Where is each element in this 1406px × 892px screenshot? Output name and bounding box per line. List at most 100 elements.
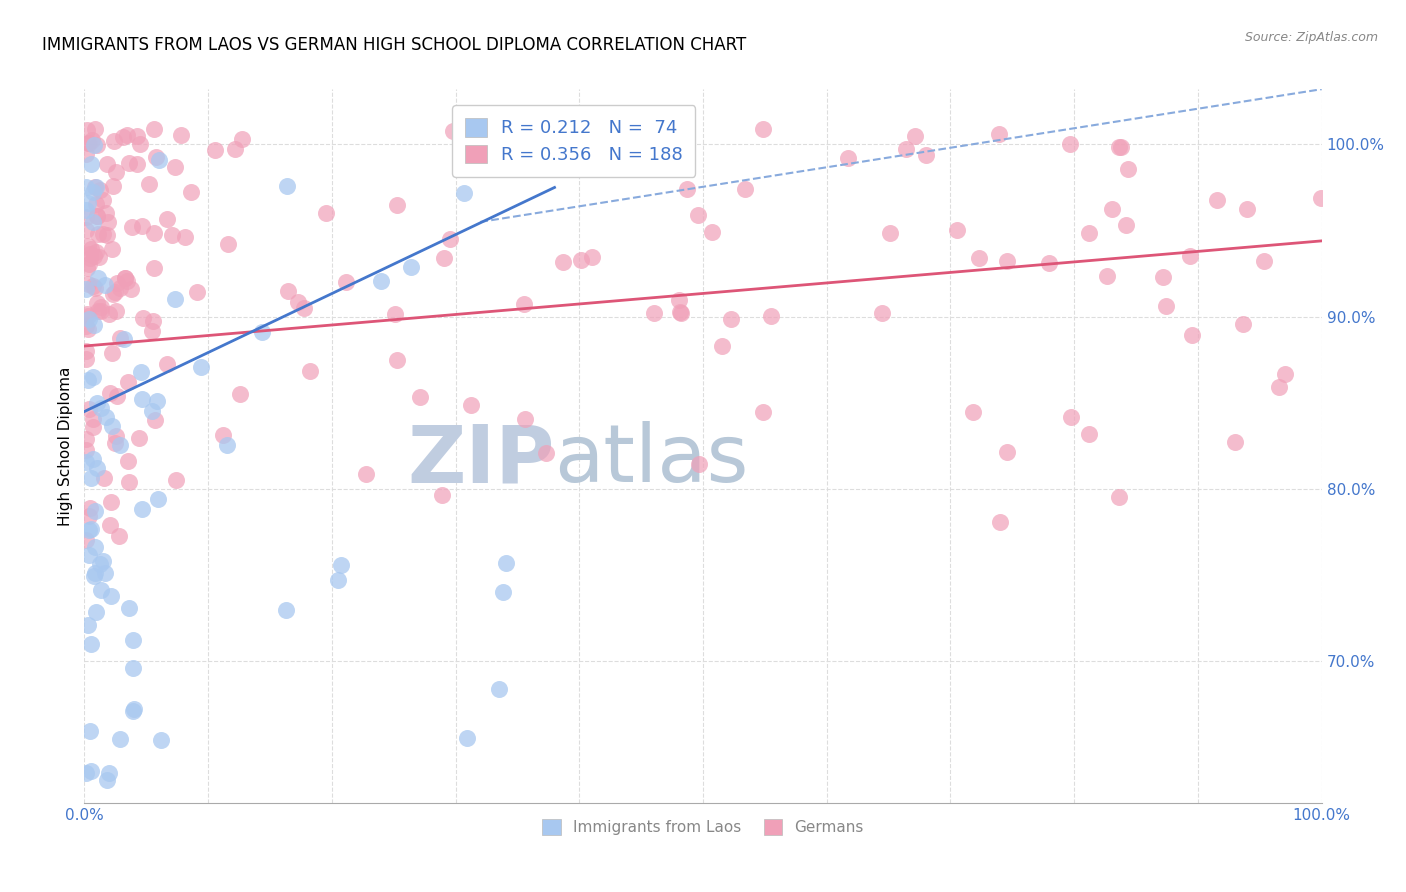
Point: [401, 260, 423, 274]
Point: [96, 206, 118, 220]
Point: [751, 405, 773, 419]
Point: [114, 270, 136, 285]
Point: [97, 215, 120, 229]
Point: [1109, 140, 1132, 154]
Point: [76, 123, 98, 137]
Point: [165, 292, 187, 306]
Point: [75, 147, 97, 161]
Point: [76, 618, 98, 632]
Point: [513, 297, 536, 311]
Point: [94, 278, 117, 293]
Point: [84, 196, 107, 211]
Point: [87, 227, 110, 241]
Point: [83, 566, 105, 581]
Point: [551, 254, 574, 268]
Point: [569, 253, 592, 268]
Point: [125, 129, 148, 144]
Point: [91, 194, 114, 208]
Point: [156, 357, 179, 371]
Point: [761, 309, 783, 323]
Text: IMMIGRANTS FROM LAOS VS GERMAN HIGH SCHOOL DIPLOMA CORRELATION CHART: IMMIGRANTS FROM LAOS VS GERMAN HIGH SCHO…: [42, 36, 747, 54]
Point: [79, 501, 101, 516]
Text: ZIP: ZIP: [408, 421, 554, 500]
Point: [879, 226, 901, 240]
Point: [75, 432, 97, 446]
Point: [122, 661, 145, 675]
Point: [315, 206, 337, 220]
Point: [96, 227, 118, 242]
Point: [117, 454, 139, 468]
Point: [114, 271, 136, 285]
Point: [1180, 248, 1202, 262]
Point: [145, 150, 167, 164]
Point: [82, 215, 104, 229]
Point: [945, 223, 967, 237]
Point: [668, 293, 690, 307]
Point: [174, 230, 197, 244]
Point: [104, 436, 127, 450]
Point: [75, 211, 97, 225]
Point: [82, 278, 104, 293]
Point: [1095, 268, 1118, 283]
Point: [433, 251, 456, 265]
Point: [370, 274, 392, 288]
Point: [90, 303, 112, 318]
Point: [1077, 426, 1099, 441]
Point: [326, 573, 349, 587]
Point: [84, 121, 107, 136]
Point: [118, 600, 141, 615]
Point: [96, 772, 118, 787]
Point: [460, 397, 482, 411]
Point: [77, 239, 100, 253]
Point: [217, 236, 239, 251]
Point: [224, 142, 246, 156]
Point: [146, 492, 169, 507]
Point: [129, 365, 152, 379]
Point: [83, 281, 105, 295]
Point: [163, 160, 186, 174]
Point: [354, 467, 377, 481]
Point: [1253, 254, 1275, 268]
Point: [165, 473, 187, 487]
Point: [142, 314, 165, 328]
Point: [1232, 317, 1254, 331]
Point: [82, 412, 104, 426]
Point: [98, 385, 121, 400]
Point: [84, 245, 107, 260]
Point: [105, 429, 128, 443]
Point: [1116, 161, 1139, 176]
Point: [87, 250, 110, 264]
Point: [988, 515, 1011, 529]
Point: [89, 557, 111, 571]
Point: [77, 523, 100, 537]
Point: [138, 177, 160, 191]
Point: [441, 124, 464, 138]
Point: [276, 178, 298, 193]
Point: [93, 471, 115, 485]
Point: [688, 208, 710, 222]
Point: [101, 419, 124, 434]
Point: [122, 702, 145, 716]
Point: [180, 185, 202, 199]
Point: [84, 605, 107, 619]
Point: [488, 681, 510, 696]
Point: [657, 161, 679, 175]
Point: [141, 324, 163, 338]
Point: [143, 226, 166, 240]
Point: [915, 148, 938, 162]
Point: [82, 420, 104, 434]
Point: [89, 183, 111, 197]
Point: [84, 179, 107, 194]
Point: [76, 307, 98, 321]
Point: [904, 129, 927, 144]
Point: [229, 387, 252, 401]
Point: [104, 164, 127, 178]
Point: [108, 331, 131, 345]
Point: [79, 247, 101, 261]
Point: [75, 222, 97, 236]
Point: [752, 122, 775, 136]
Point: [335, 275, 357, 289]
Point: [86, 296, 108, 310]
Point: [108, 529, 131, 543]
Point: [710, 338, 733, 352]
